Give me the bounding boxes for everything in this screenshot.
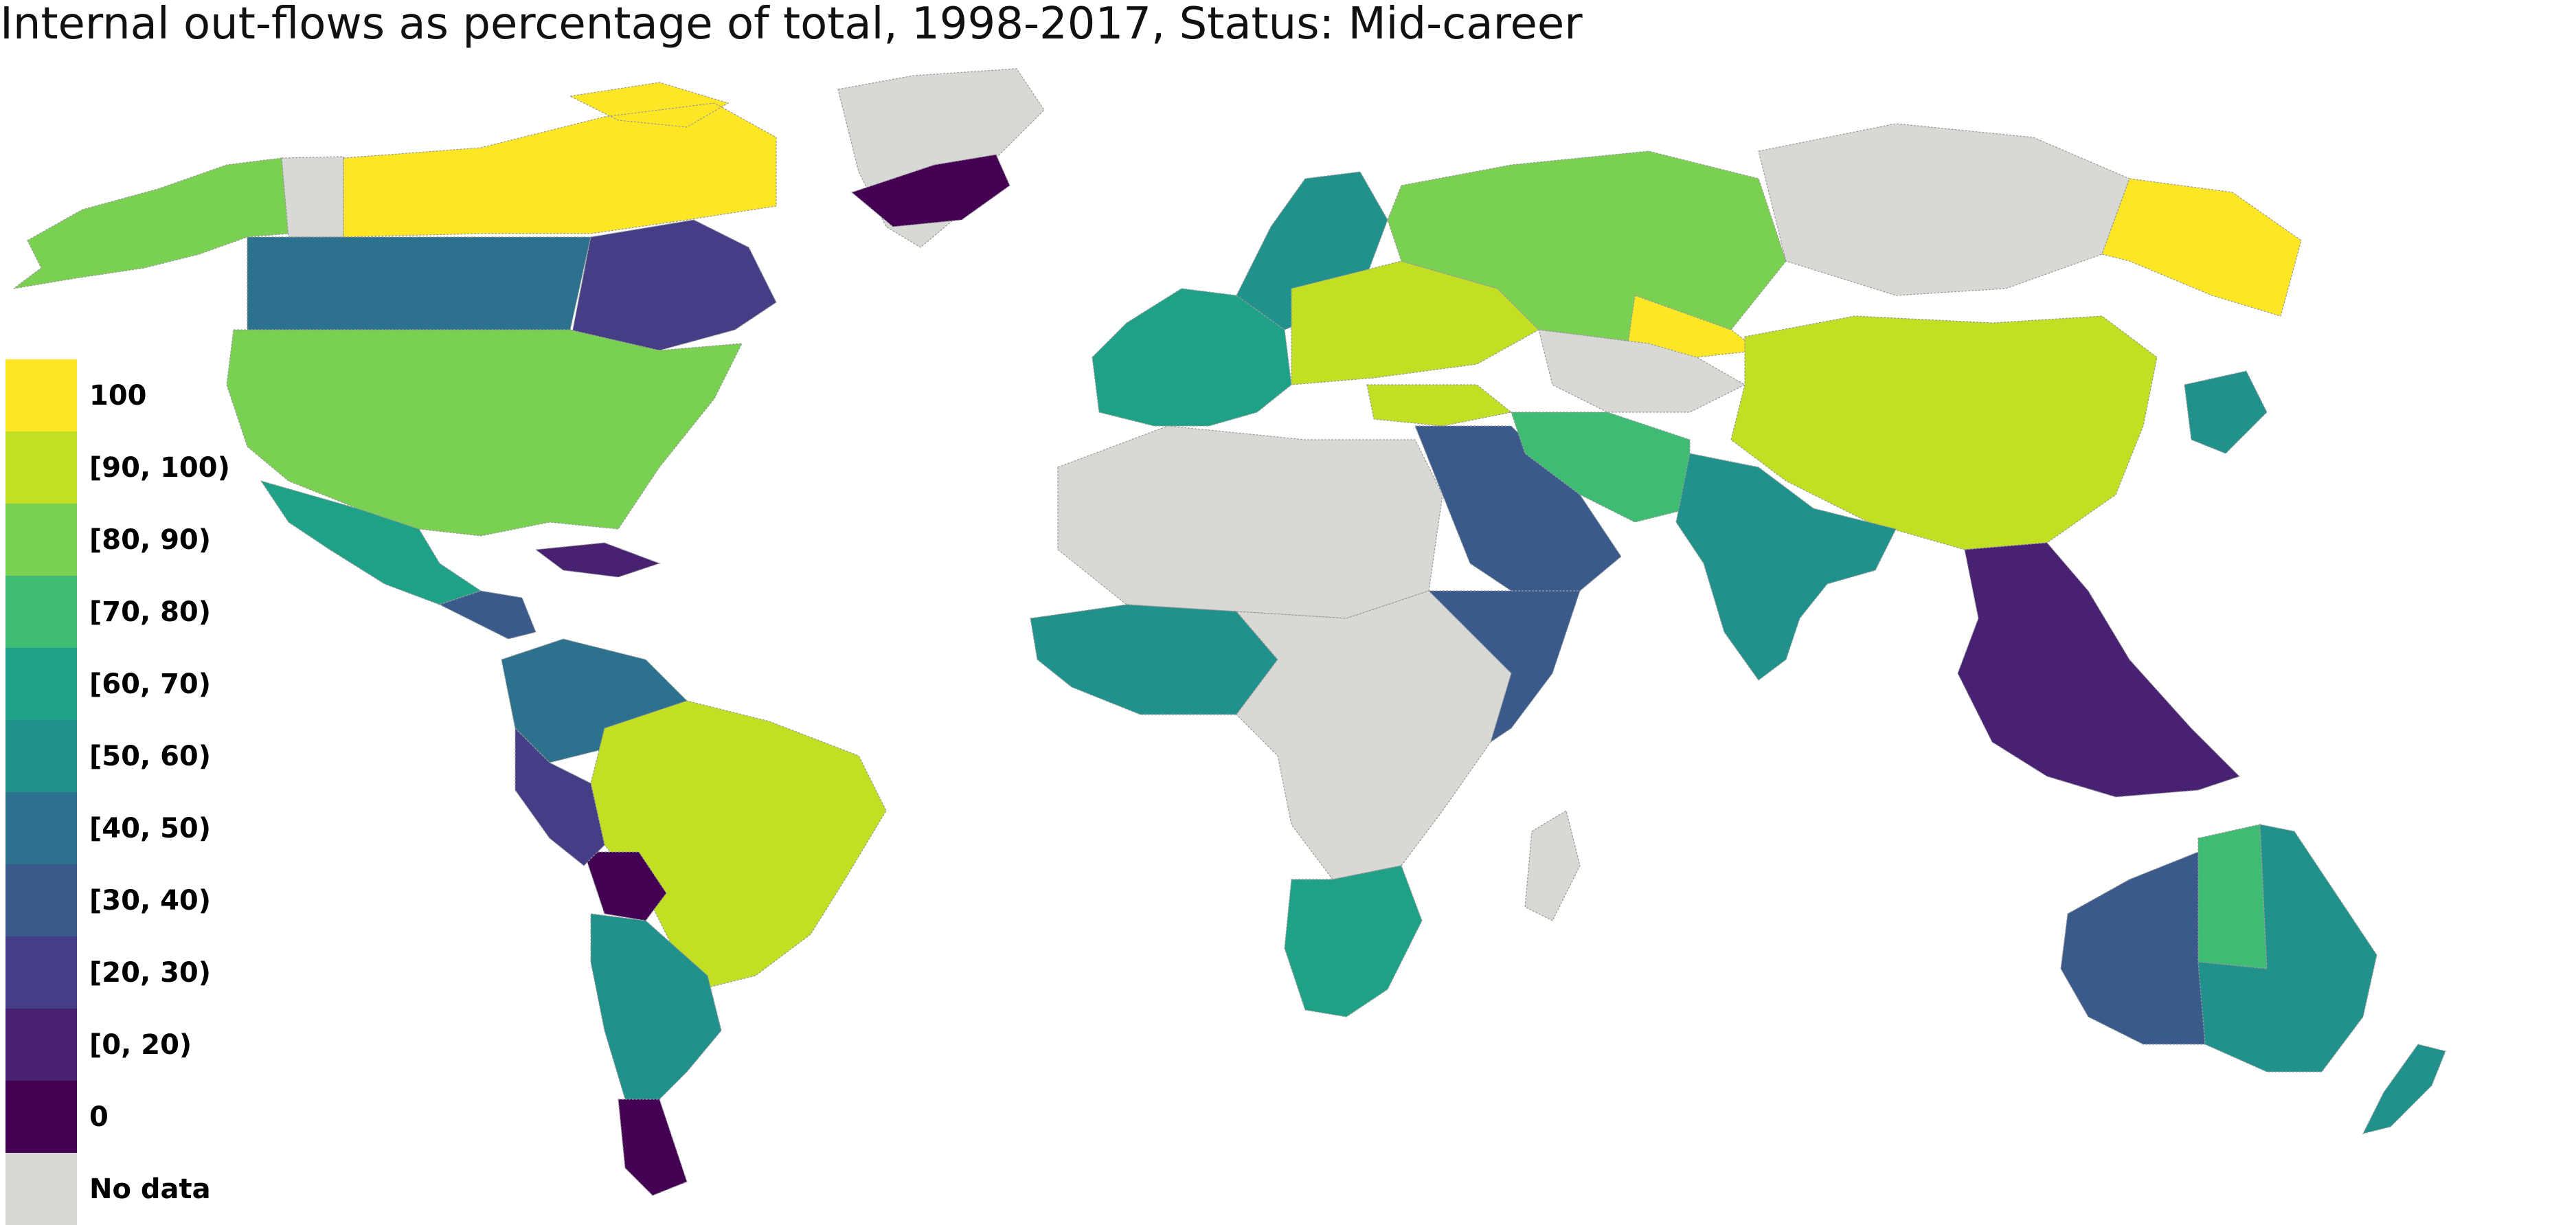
legend-swatch [5,576,77,648]
legend-item: No data [5,1153,390,1225]
map-region: Iran [1511,412,1691,523]
legend-label: 0 [89,1101,109,1133]
map-region: Caribbean [534,542,661,578]
legend-item: [0, 20) [5,1009,390,1081]
legend-label: 100 [89,379,147,412]
map-region: Central Africa [1235,590,1512,880]
legend-label: [0, 20) [89,1029,192,1061]
map-region: New Zealand [2362,1044,2446,1134]
map-region: Eastern Europe [1291,260,1539,385]
legend-swatch [5,1009,77,1081]
map-region: Russia West [1387,150,1787,344]
map-region: Far East Russia [2101,178,2302,317]
map-region: North Africa [1057,425,1443,619]
map-region: Patagonia [618,1099,688,1196]
legend-swatch [5,792,77,864]
map-region: Kazakhstan [1627,295,1760,358]
map-region: Southern Africa [1284,865,1423,1018]
legend-label: [70, 80) [89,596,212,628]
legend-label: [30, 40) [89,884,212,917]
legend-item: [20, 30) [5,936,390,1009]
map-region: Central Australia [2197,824,2268,969]
legend-label: No data [89,1173,211,1205]
legend-item: [60, 70) [5,648,390,720]
legend-label: [80, 90) [89,524,212,556]
map-region: United States [226,329,743,537]
legend-label: [60, 70) [89,668,212,700]
map-region: Turkey [1366,384,1513,427]
legend-swatch [5,936,77,1009]
map-region: West Africa [1030,604,1278,715]
map-region: South Asia [1675,453,1897,681]
map-region: China [1730,315,2158,550]
map-region: Alaska [13,157,289,289]
map-title: Internal out-flows as percentage of tota… [0,0,1583,49]
map-region: Russia East [1758,123,2130,296]
legend: 100 [90, 100) [80, 90) [70, 80) [60, 70) [50,… [5,359,390,1225]
legend-swatch [5,359,77,431]
legend-swatch [5,1153,77,1225]
map-region: Japan [2184,370,2268,454]
legend-label: [90, 100) [89,451,230,484]
legend-item: 0 [5,1081,390,1153]
legend-item: [40, 50) [5,792,390,864]
map-region: Madagascar [1524,810,1581,921]
map-region: Northern Canada [343,82,777,238]
map-region: Southern South America [590,913,722,1100]
map-region: Eastern Australia [2197,824,2377,1072]
legend-swatch [5,431,77,504]
map-region: Bolivia [583,851,667,921]
legend-item: 100 [5,359,390,431]
map-region: Central Asia [1538,329,1746,413]
map-region: Central America [438,590,536,640]
legend-swatch [5,504,77,576]
legend-item: [30, 40) [5,864,390,936]
legend-swatch [5,648,77,720]
map-region: Eastern Canada [569,219,777,351]
map-region: Western Canada [247,236,591,330]
legend-item: [90, 100) [5,431,390,504]
map-region: East Africa [1427,590,1581,743]
legend-label: [40, 50) [89,812,212,844]
legend-item: [50, 60) [5,720,390,792]
legend-swatch [5,864,77,936]
map-region: East Greenland [850,154,1010,227]
legend-item: [70, 80) [5,576,390,648]
map-region: Southeast Asia [1957,542,2241,798]
legend-swatch [5,1081,77,1153]
legend-swatch [5,720,77,792]
map-region: Yukon [281,156,344,238]
map-region: Peru [515,727,605,866]
legend-item: [80, 90) [5,504,390,576]
map-region: Western Australia [2060,851,2206,1045]
legend-label: [50, 60) [89,740,212,772]
legend-label: [20, 30) [89,956,212,989]
